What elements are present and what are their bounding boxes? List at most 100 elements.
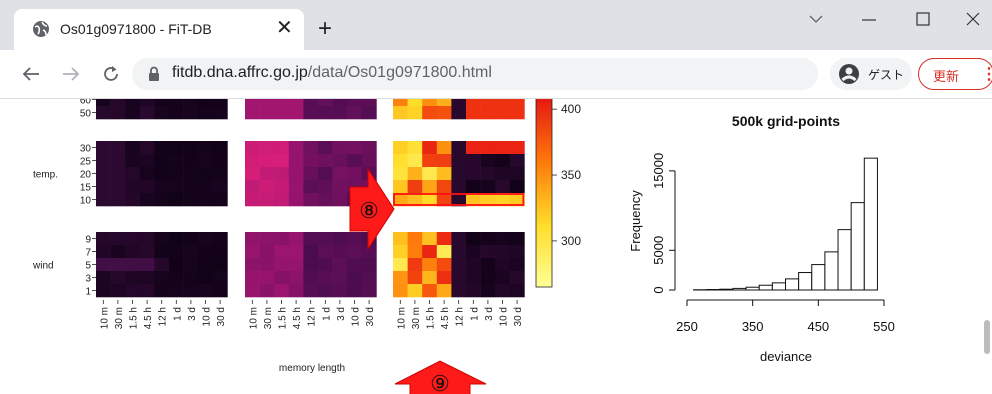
scrollbar-thumb[interactable] [984, 320, 990, 354]
heatmap-cell [480, 271, 496, 285]
heatmap-cell [332, 141, 348, 155]
y-tick-label: 15000 [651, 153, 666, 189]
heatmap-cell [318, 245, 333, 259]
reload-icon[interactable] [101, 64, 121, 84]
heatmap-cell [245, 271, 260, 285]
heatmap-cell [198, 245, 214, 259]
update-button[interactable]: 更新 ⋮ [918, 58, 992, 90]
heatmap-cell [393, 106, 408, 120]
profile-label: ゲスト [868, 68, 905, 82]
forward-arrow-icon[interactable] [62, 66, 80, 82]
minimize-icon[interactable] [862, 18, 876, 22]
heatmap-cell [393, 232, 408, 246]
heatmap-cell [96, 180, 111, 194]
heatmap-cell [495, 271, 511, 285]
heatmap-cell [318, 154, 333, 168]
heatmap-cell [509, 193, 525, 207]
heatmap-cell [274, 154, 290, 168]
heatmap-cell [480, 284, 496, 298]
heatmap-cell [212, 232, 228, 246]
browser-tab[interactable]: Os01g0971800 - FiT-DB ✕ [14, 9, 304, 50]
heatmap-cell [110, 180, 126, 194]
heatmap-cell [110, 232, 126, 246]
heatmap-cell [259, 245, 275, 259]
heatmap-cell [274, 284, 290, 298]
heatmap-cell [422, 167, 438, 181]
heatmap-cell [361, 258, 377, 272]
heatmap-cell [169, 106, 184, 120]
heatmap-cell [274, 106, 290, 120]
column-tick-label: 30 m [411, 307, 422, 329]
heatmap-cell [183, 232, 199, 246]
heatmap-cell [451, 154, 467, 168]
browser-title-bar: Os01g0971800 - FiT-DB ✕ + [0, 0, 992, 50]
heatmap-cell [361, 99, 377, 107]
heatmap-cell [436, 193, 452, 207]
heatmap-cell [495, 284, 511, 298]
x-tick-label: 250 [676, 319, 698, 334]
profile-button[interactable]: ゲスト [830, 58, 912, 90]
heatmap-cell [436, 284, 452, 298]
heatmap-cell [451, 193, 467, 207]
heatmap-cell [422, 271, 438, 285]
heatmap-cell [318, 167, 333, 181]
heatmap-cell [139, 180, 155, 194]
heatmap-cell [125, 232, 141, 246]
heatmap-cell [509, 106, 525, 120]
address-bar[interactable]: fitdb.dna.affrc.go.jp/data/Os01g0971800.… [132, 58, 818, 90]
heatmap-cell [480, 245, 496, 259]
maximize-icon[interactable] [916, 12, 930, 26]
heatmap-cell [509, 99, 525, 107]
histogram-bar [798, 272, 813, 291]
histogram-bar [785, 278, 800, 291]
x-tick-label: 450 [807, 319, 829, 334]
histogram-bar [863, 157, 878, 291]
heatmap-cell [393, 245, 408, 259]
heatmap-cell [288, 154, 304, 168]
heatmap-cell [347, 245, 363, 259]
heatmap-cell [407, 193, 423, 207]
heatmap-cell [332, 258, 348, 272]
heatmap-cell [407, 245, 423, 259]
heatmap-cell [245, 284, 260, 298]
heatmap-cell [169, 193, 184, 207]
x-tick-label: 350 [742, 319, 764, 334]
heatmap-cell [436, 271, 452, 285]
heatmap-cell [495, 154, 511, 168]
heatmap-cell [274, 245, 290, 259]
arrow-right-icon [349, 167, 395, 251]
lock-icon[interactable] [148, 66, 160, 82]
row-tick-label: 10 [80, 196, 92, 207]
heatmap-cell [154, 245, 170, 259]
column-tick-label: 4.5 h [143, 307, 154, 329]
heatmap-cell [212, 193, 228, 207]
heatmap-cell [480, 141, 496, 155]
heatmap-cell [96, 193, 111, 207]
arrow-up-icon [394, 360, 487, 394]
heatmap-cell [125, 167, 141, 181]
close-window-icon[interactable] [966, 12, 980, 26]
heatmap-cell [318, 193, 333, 207]
kebab-menu-icon[interactable]: ⋮ [981, 66, 992, 83]
column-tick-label: 12 h [158, 307, 169, 326]
y-tick-label: 0 [651, 286, 666, 293]
chevron-down-icon[interactable] [808, 14, 824, 24]
heatmap-cell [169, 180, 184, 194]
heatmap-cell [183, 154, 199, 168]
heatmap-cell [318, 258, 333, 272]
heatmap-cell [288, 271, 304, 285]
heatmap-cell [303, 232, 319, 246]
heatmap-cell [125, 180, 141, 194]
heatmap-cell [466, 193, 481, 207]
close-icon[interactable]: ✕ [276, 17, 293, 39]
heatmap-cell [303, 106, 319, 120]
row-tick-label: 9 [85, 235, 91, 246]
heatmap-cell [183, 99, 199, 107]
back-arrow-icon[interactable] [22, 66, 40, 82]
plus-icon[interactable]: + [318, 15, 333, 42]
heatmap-cell [96, 271, 111, 285]
heatmap-cell [451, 99, 467, 107]
heatmap-cell [245, 154, 260, 168]
heatmap-cell [274, 141, 290, 155]
histogram-bar [811, 264, 826, 291]
